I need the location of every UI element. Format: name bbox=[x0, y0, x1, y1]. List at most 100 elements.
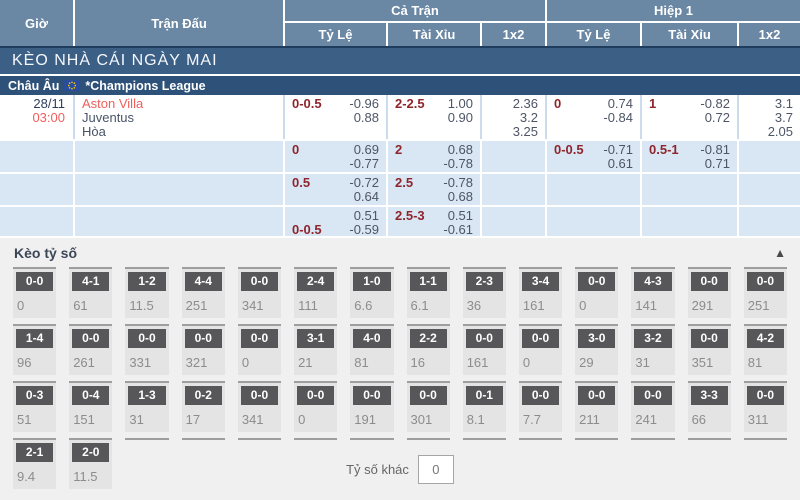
odds-value[interactable]: 0.51 bbox=[447, 208, 473, 223]
score-cell[interactable]: 0-0 211 bbox=[575, 381, 619, 432]
score-odds-value: 301 bbox=[410, 412, 433, 427]
score-cell[interactable]: 2-2 16 bbox=[406, 324, 450, 375]
score-cell[interactable]: 0-0 311 bbox=[743, 381, 787, 432]
odds-value[interactable]: 0.90 bbox=[447, 110, 473, 125]
score-odds-value: 61 bbox=[73, 298, 88, 313]
odds-value[interactable]: 2.05 bbox=[767, 124, 793, 139]
score-cell[interactable]: 0-0 7.7 bbox=[518, 381, 563, 432]
score-cell[interactable]: 0-4 151 bbox=[69, 381, 113, 432]
score-cell[interactable]: 0-1 8.1 bbox=[462, 381, 506, 432]
score-cell[interactable]: 3-0 29 bbox=[575, 324, 619, 375]
collapse-arrow-icon[interactable]: ▲ bbox=[774, 245, 786, 260]
score-cell[interactable]: 4-3 141 bbox=[631, 267, 675, 318]
odds-cell-h1-handicap: 0 0.74 -0.84 bbox=[545, 95, 640, 139]
odds-value[interactable]: 0.68 bbox=[447, 142, 473, 157]
odds-value[interactable]: -0.81 bbox=[700, 142, 730, 157]
odds-value[interactable]: 0.68 bbox=[447, 189, 473, 204]
score-cell[interactable]: 0-0 0 bbox=[237, 324, 282, 375]
score-cell[interactable]: 1-4 96 bbox=[13, 324, 57, 375]
away-team-name: Juventus bbox=[82, 110, 135, 125]
score-cell[interactable]: 4-1 61 bbox=[69, 267, 113, 318]
odds-value[interactable]: -0.61 bbox=[443, 222, 473, 237]
odds-value[interactable]: 0.61 bbox=[607, 156, 633, 171]
handicap-label: 0-0.5 bbox=[292, 96, 322, 111]
score-cell[interactable]: 2-4 111 bbox=[294, 267, 338, 318]
score-cell[interactable]: 0-2 17 bbox=[181, 381, 225, 432]
odds-value[interactable]: -0.77 bbox=[349, 156, 379, 171]
score-box: 0-0 bbox=[578, 272, 616, 291]
odds-value[interactable]: 0.74 bbox=[607, 96, 633, 111]
score-grid-row: Tỷ số khác 0 2-1 9.4 2-0 11.5 bbox=[0, 438, 800, 489]
odds-value[interactable]: -0.59 bbox=[349, 222, 379, 237]
score-cell[interactable]: 4-4 251 bbox=[181, 267, 225, 318]
score-cell[interactable]: 4-2 81 bbox=[743, 324, 787, 375]
score-box: 0-0 bbox=[16, 272, 54, 291]
score-cell[interactable]: 0-0 0 bbox=[13, 267, 57, 318]
odds-value[interactable]: -0.96 bbox=[349, 96, 379, 111]
score-cell[interactable]: 1-2 11.5 bbox=[125, 267, 169, 318]
odds-value[interactable]: -0.82 bbox=[700, 96, 730, 111]
score-cell[interactable]: 3-2 31 bbox=[631, 324, 675, 375]
odds-value[interactable]: 0.64 bbox=[353, 189, 379, 204]
score-cell[interactable]: 0-0 191 bbox=[350, 381, 394, 432]
score-cell[interactable]: 2-0 11.5 bbox=[69, 438, 113, 489]
score-cell[interactable]: 0-0 291 bbox=[687, 267, 731, 318]
score-cell[interactable]: 0-0 161 bbox=[462, 324, 506, 375]
odds-value[interactable]: -0.84 bbox=[603, 110, 633, 125]
odds-value[interactable]: 0.69 bbox=[353, 142, 379, 157]
odds-value[interactable]: -0.78 bbox=[443, 175, 473, 190]
score-cell[interactable]: 0-0 0 bbox=[518, 324, 563, 375]
league-region: Châu Âu bbox=[8, 78, 60, 93]
eu-flag-icon bbox=[64, 80, 81, 91]
odds-value[interactable]: -0.72 bbox=[349, 175, 379, 190]
odds-value[interactable]: 0.88 bbox=[353, 110, 379, 125]
score-cell-empty bbox=[462, 438, 506, 489]
score-odds-value: 31 bbox=[635, 355, 650, 370]
score-cell[interactable]: 0-0 0 bbox=[575, 267, 619, 318]
score-cell[interactable]: 1-1 6.1 bbox=[406, 267, 450, 318]
score-odds-value: 251 bbox=[747, 298, 770, 313]
odds-value[interactable]: 2.36 bbox=[512, 96, 538, 111]
match-teams-cell: Aston Villa Juventus Hòa bbox=[73, 95, 283, 139]
odds-value[interactable]: 0.72 bbox=[704, 110, 730, 125]
odds-value[interactable]: 0.71 bbox=[704, 156, 730, 171]
odds-value[interactable]: 1.00 bbox=[447, 96, 473, 111]
score-cell[interactable]: 4-0 81 bbox=[350, 324, 394, 375]
odds-value[interactable]: 3.25 bbox=[512, 124, 538, 139]
score-cell[interactable]: 0-0 261 bbox=[69, 324, 113, 375]
score-cell[interactable]: 0-0 341 bbox=[237, 267, 282, 318]
score-cell[interactable]: 3-3 66 bbox=[687, 381, 731, 432]
score-odds-value: 6.1 bbox=[410, 298, 429, 313]
odds-value[interactable]: -0.71 bbox=[603, 142, 633, 157]
score-cell[interactable]: 1-3 31 bbox=[125, 381, 169, 432]
score-cell[interactable]: 0-3 51 bbox=[13, 381, 57, 432]
handicap-label: 0 bbox=[292, 142, 300, 157]
score-cell[interactable]: 3-1 21 bbox=[294, 324, 338, 375]
score-cell[interactable]: 0-0 341 bbox=[237, 381, 282, 432]
score-box: 0-0 bbox=[240, 329, 279, 348]
score-odds-value: 36 bbox=[466, 298, 482, 313]
score-cell[interactable]: 3-4 161 bbox=[518, 267, 563, 318]
score-cell[interactable]: 0-0 321 bbox=[181, 324, 225, 375]
score-cell[interactable]: 0-0 0 bbox=[294, 381, 338, 432]
score-cell[interactable]: 0-0 241 bbox=[631, 381, 675, 432]
match-date: 28/11 bbox=[33, 96, 65, 111]
odds-cell-h1-handicap bbox=[545, 207, 640, 236]
score-box: 2-3 bbox=[465, 272, 503, 291]
odds-value[interactable]: -0.78 bbox=[443, 156, 473, 171]
score-box: 0-0 bbox=[521, 386, 560, 405]
odds-value[interactable]: 3.7 bbox=[774, 110, 793, 125]
score-cell[interactable]: 2-1 9.4 bbox=[13, 438, 57, 489]
score-cell[interactable]: 0-0 251 bbox=[743, 267, 787, 318]
score-cell[interactable]: 0-0 351 bbox=[687, 324, 731, 375]
odds-value[interactable]: 3.1 bbox=[774, 96, 793, 111]
odds-value[interactable]: 3.2 bbox=[519, 110, 538, 125]
other-score-odds-box[interactable]: 0 bbox=[417, 455, 454, 484]
score-cell[interactable]: 2-3 36 bbox=[462, 267, 506, 318]
score-cell[interactable]: 0-0 301 bbox=[406, 381, 450, 432]
score-cell[interactable]: 0-0 331 bbox=[125, 324, 169, 375]
score-box: 2-0 bbox=[72, 443, 110, 462]
score-cell[interactable]: 1-0 6.6 bbox=[350, 267, 394, 318]
score-odds-value: 0 bbox=[522, 355, 531, 370]
odds-value[interactable]: 0.51 bbox=[353, 208, 379, 223]
